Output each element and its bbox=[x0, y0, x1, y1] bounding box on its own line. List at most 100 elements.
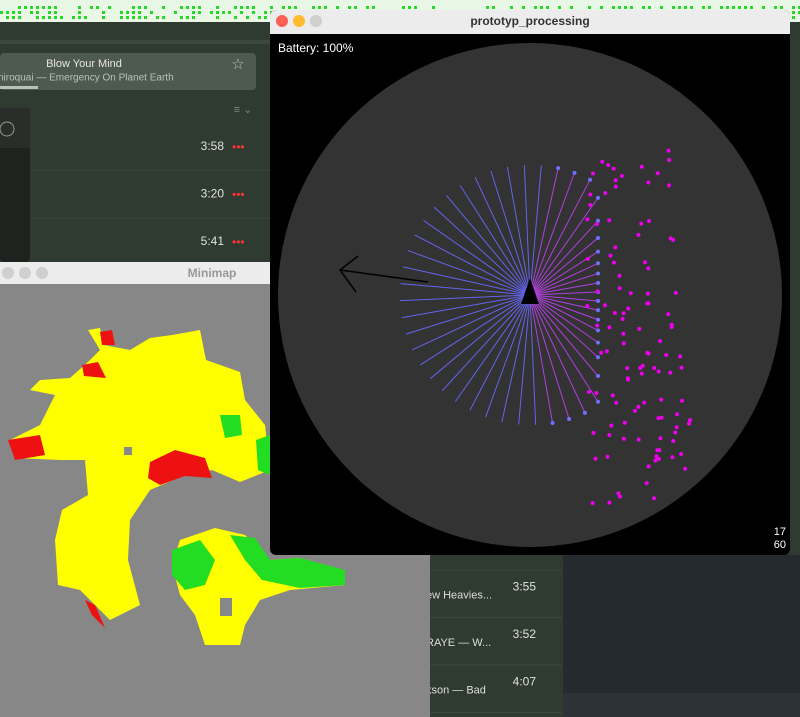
strip-dot bbox=[408, 6, 411, 9]
star[interactable]: ☆ bbox=[231, 56, 244, 73]
sensor-ray bbox=[529, 291, 599, 296]
min-btn[interactable] bbox=[293, 15, 305, 27]
min-btn[interactable] bbox=[19, 267, 31, 279]
max-btn[interactable] bbox=[310, 15, 322, 27]
strip-dot bbox=[630, 6, 633, 9]
obstacle-point bbox=[611, 166, 616, 171]
sensor-ray bbox=[529, 179, 591, 296]
strip-dot bbox=[672, 6, 675, 9]
max-btn[interactable] bbox=[36, 267, 48, 279]
more-btn[interactable]: ••• bbox=[232, 140, 245, 154]
ray-end bbox=[567, 416, 572, 421]
strip-dot bbox=[90, 6, 93, 9]
strip-dot bbox=[216, 16, 219, 19]
strip-dot bbox=[192, 11, 195, 14]
sensor-ray bbox=[506, 166, 531, 296]
strip-dot bbox=[240, 11, 243, 14]
obstacle-point bbox=[668, 370, 673, 375]
strip-dot bbox=[78, 6, 81, 9]
strip-dot bbox=[192, 6, 195, 9]
close-btn[interactable] bbox=[2, 267, 14, 279]
obstacle-point bbox=[679, 365, 684, 370]
obstacle-point bbox=[639, 371, 644, 376]
strip-dot bbox=[708, 6, 711, 9]
strip-dot bbox=[492, 6, 495, 9]
strip-dot bbox=[288, 6, 291, 9]
titlebar-fill bbox=[270, 28, 790, 34]
strip-dot bbox=[156, 16, 159, 19]
obstacle-point bbox=[675, 412, 680, 417]
sensor-ray bbox=[459, 185, 531, 296]
sensor-ray bbox=[529, 294, 537, 425]
strip-dot bbox=[96, 6, 99, 9]
strip-dot bbox=[540, 6, 543, 9]
obstacle-point bbox=[667, 183, 672, 188]
sort-icon[interactable]: ≡ ⌄ bbox=[234, 104, 253, 116]
strip-dot bbox=[222, 11, 225, 14]
obstacle-point bbox=[610, 393, 615, 398]
obstacle-point bbox=[625, 366, 630, 371]
strip-dot bbox=[162, 6, 165, 9]
sensor-ray bbox=[529, 237, 599, 296]
track-text: ew Heavies... bbox=[426, 589, 492, 601]
strip-dot bbox=[144, 16, 147, 19]
track-text: kson — Bad bbox=[426, 684, 486, 696]
obstacle-point bbox=[621, 311, 626, 316]
sensor-ray bbox=[400, 294, 531, 302]
obstacle-point bbox=[642, 400, 647, 405]
radar bbox=[400, 148, 693, 506]
strip-dot bbox=[174, 11, 177, 14]
obstacle-point bbox=[613, 184, 618, 189]
strip-dot bbox=[318, 6, 321, 9]
obstacle-point bbox=[636, 404, 641, 409]
ray-end bbox=[588, 177, 593, 182]
sensor-ray bbox=[529, 294, 599, 302]
strip-dot bbox=[762, 6, 765, 9]
info-icon[interactable] bbox=[0, 121, 15, 137]
strip-dot bbox=[78, 16, 81, 19]
obstacle-point bbox=[590, 501, 595, 506]
more-btn[interactable]: ••• bbox=[232, 235, 245, 249]
obstacle-point bbox=[639, 221, 644, 226]
close-btn[interactable] bbox=[276, 15, 288, 27]
obstacle-point bbox=[620, 317, 625, 322]
ray-end bbox=[596, 235, 600, 240]
sensor-ray bbox=[430, 294, 531, 379]
obstacle-point bbox=[607, 218, 612, 223]
strip-dot bbox=[294, 6, 297, 9]
ray-end bbox=[596, 399, 600, 404]
ray-end bbox=[596, 271, 600, 276]
obstacle-point bbox=[674, 425, 679, 430]
side-panel-head bbox=[0, 108, 30, 148]
strip-dot bbox=[618, 6, 621, 9]
green-area bbox=[220, 415, 270, 475]
obstacle-point bbox=[654, 454, 659, 459]
more-btn[interactable]: ••• bbox=[232, 188, 245, 202]
dark-panel bbox=[563, 555, 800, 717]
strip-dot bbox=[126, 16, 129, 19]
obstacle-point bbox=[640, 363, 645, 368]
strip-dot bbox=[252, 6, 255, 9]
obstacle-point bbox=[585, 256, 590, 261]
strip-dot bbox=[348, 6, 351, 9]
obstacle-point bbox=[637, 326, 642, 331]
strip-dot bbox=[264, 16, 267, 19]
ray-end bbox=[596, 298, 600, 303]
strip-dot bbox=[132, 11, 135, 14]
obstacle-point bbox=[671, 439, 676, 444]
strip-dot bbox=[798, 6, 800, 9]
sensor-ray bbox=[420, 294, 531, 366]
strip-dot bbox=[792, 16, 795, 19]
sensor-ray bbox=[529, 167, 559, 296]
strip-dot bbox=[684, 6, 687, 9]
strip-dot bbox=[522, 6, 525, 9]
hole bbox=[124, 447, 132, 455]
obstacle-point bbox=[657, 448, 662, 453]
ray-end bbox=[596, 317, 600, 322]
strip-dot bbox=[780, 6, 783, 9]
np-artist: niroquai — Emergency On Planet Earth bbox=[0, 73, 174, 84]
sensor-ray bbox=[405, 294, 531, 335]
strip-dot bbox=[270, 6, 273, 9]
obstacle-point bbox=[639, 164, 644, 169]
